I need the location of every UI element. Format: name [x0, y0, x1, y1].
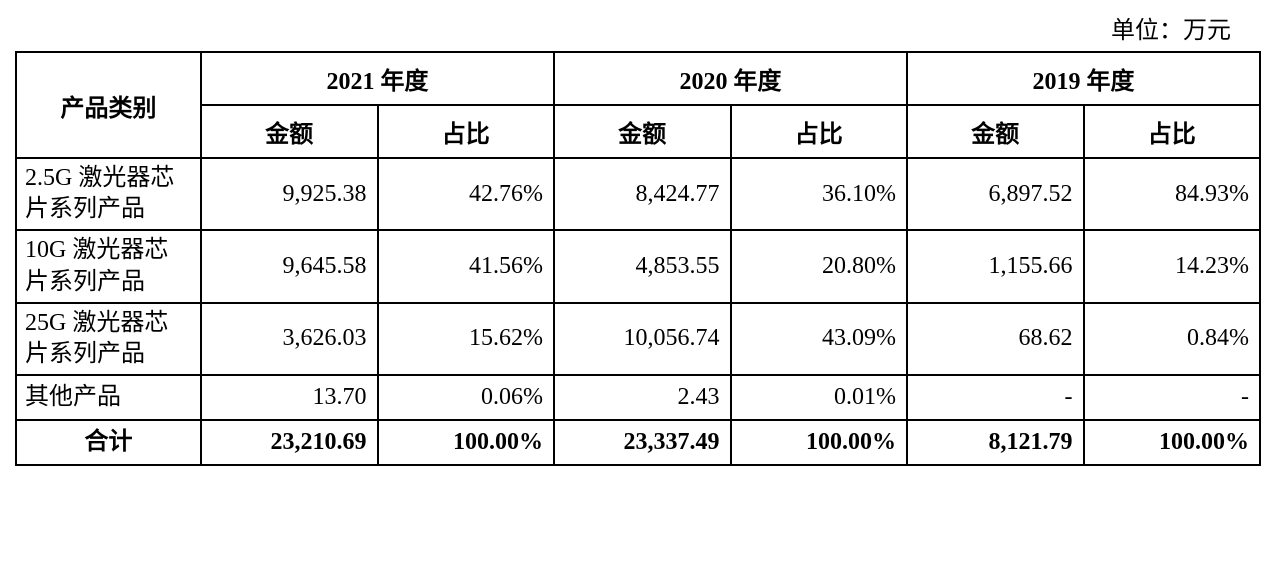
cell-percent: 43.09% — [731, 303, 908, 375]
cell-amount: 1,155.66 — [907, 230, 1084, 302]
header-row-1: 产品类别 2021 年度 2020 年度 2019 年度 — [16, 52, 1260, 105]
total-row: 合计 23,210.69 100.00% 23,337.49 100.00% 8… — [16, 420, 1260, 465]
subheader-amount: 金额 — [907, 105, 1084, 158]
row-label: 10G 激光器芯片系列产品 — [16, 230, 201, 302]
cell-percent: 20.80% — [731, 230, 908, 302]
unit-label: 单位：万元 — [15, 10, 1261, 45]
subheader-amount: 金额 — [201, 105, 378, 158]
cell-amount: 9,645.58 — [201, 230, 378, 302]
cell-percent: 36.10% — [731, 158, 908, 230]
cell-amount: - — [907, 375, 1084, 420]
cell-amount: 10,056.74 — [554, 303, 731, 375]
header-category: 产品类别 — [16, 52, 201, 158]
cell-amount: 13.70 — [201, 375, 378, 420]
cell-amount: 23,337.49 — [554, 420, 731, 465]
cell-percent: 15.62% — [378, 303, 555, 375]
cell-percent: 100.00% — [378, 420, 555, 465]
cell-amount: 8,424.77 — [554, 158, 731, 230]
cell-percent: 100.00% — [1084, 420, 1261, 465]
cell-percent: 0.06% — [378, 375, 555, 420]
cell-percent: 0.84% — [1084, 303, 1261, 375]
cell-amount: 9,925.38 — [201, 158, 378, 230]
cell-amount: 3,626.03 — [201, 303, 378, 375]
cell-percent: 84.93% — [1084, 158, 1261, 230]
product-revenue-table: 产品类别 2021 年度 2020 年度 2019 年度 金额 占比 金额 占比… — [15, 51, 1261, 466]
cell-amount: 2.43 — [554, 375, 731, 420]
cell-amount: 6,897.52 — [907, 158, 1084, 230]
total-label: 合计 — [16, 420, 201, 465]
row-label: 2.5G 激光器芯片系列产品 — [16, 158, 201, 230]
cell-percent: 0.01% — [731, 375, 908, 420]
table-row: 10G 激光器芯片系列产品 9,645.58 41.56% 4,853.55 2… — [16, 230, 1260, 302]
header-year-2021: 2021 年度 — [201, 52, 554, 105]
table-row: 25G 激光器芯片系列产品 3,626.03 15.62% 10,056.74 … — [16, 303, 1260, 375]
subheader-percent: 占比 — [378, 105, 555, 158]
cell-percent: 14.23% — [1084, 230, 1261, 302]
cell-percent: - — [1084, 375, 1261, 420]
header-row-2: 金额 占比 金额 占比 金额 占比 — [16, 105, 1260, 158]
table-row: 2.5G 激光器芯片系列产品 9,925.38 42.76% 8,424.77 … — [16, 158, 1260, 230]
cell-amount: 4,853.55 — [554, 230, 731, 302]
cell-amount: 23,210.69 — [201, 420, 378, 465]
cell-amount: 68.62 — [907, 303, 1084, 375]
subheader-percent: 占比 — [1084, 105, 1261, 158]
row-label: 其他产品 — [16, 375, 201, 420]
subheader-amount: 金额 — [554, 105, 731, 158]
cell-percent: 41.56% — [378, 230, 555, 302]
cell-percent: 42.76% — [378, 158, 555, 230]
table-row: 其他产品 13.70 0.06% 2.43 0.01% - - — [16, 375, 1260, 420]
header-year-2019: 2019 年度 — [907, 52, 1260, 105]
header-year-2020: 2020 年度 — [554, 52, 907, 105]
cell-amount: 8,121.79 — [907, 420, 1084, 465]
cell-percent: 100.00% — [731, 420, 908, 465]
subheader-percent: 占比 — [731, 105, 908, 158]
row-label: 25G 激光器芯片系列产品 — [16, 303, 201, 375]
